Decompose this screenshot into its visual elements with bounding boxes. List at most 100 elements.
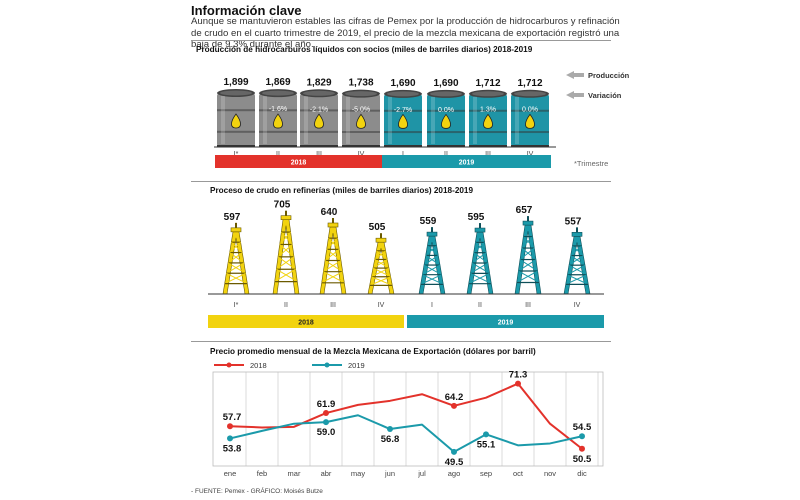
footer-source: - FUENTE: Pemex - GRÁFICO: Moisés Butze xyxy=(191,488,323,495)
quarter-label: I* xyxy=(234,302,239,309)
legend-label: 2019 xyxy=(348,361,365,370)
legend-label: Variación xyxy=(588,91,622,100)
refining-value-label: 597 xyxy=(224,212,241,223)
barrel-bar xyxy=(217,89,255,147)
refining-chart: 597 I* 705 II 640 III 505 IV 559 I 595 II 657 III 557 I… xyxy=(208,200,604,328)
barrel-bar xyxy=(427,89,465,147)
variation-label: -2.1% xyxy=(310,106,328,113)
refining-value-label: 640 xyxy=(321,207,338,218)
quarter-label: II xyxy=(284,302,288,309)
section-rule-1 xyxy=(191,181,611,182)
price-title: Precio promedio mensual de la Mezcla Mex… xyxy=(210,347,536,356)
quarter-label: III xyxy=(525,302,531,309)
price-value-label: 49.5 xyxy=(445,457,464,468)
month-label: sep xyxy=(480,469,492,478)
price-value-label: 53.8 xyxy=(223,443,242,454)
legend-label: Producción xyxy=(588,71,630,80)
quarter-label: III xyxy=(316,151,322,158)
production-value-label: 1,690 xyxy=(390,78,415,89)
year-label: 2018 xyxy=(298,320,314,327)
month-label: mar xyxy=(288,469,301,478)
derrick-bar xyxy=(319,218,347,295)
derrick-bar xyxy=(222,222,250,295)
quarter-label: IV xyxy=(527,151,534,158)
derrick-bar xyxy=(563,227,591,295)
data-point xyxy=(227,423,233,430)
derrick-bar xyxy=(418,227,446,295)
refining-value-label: 559 xyxy=(420,216,437,227)
price-value-label: 54.5 xyxy=(573,422,592,433)
production-value-label: 1,712 xyxy=(475,78,500,89)
barrel-bar xyxy=(342,89,380,147)
variation-label: 0.0% xyxy=(522,107,538,114)
refining-value-label: 557 xyxy=(565,216,582,227)
quarter-label: I* xyxy=(234,151,239,158)
quarter-label: II xyxy=(478,302,482,309)
price-value-label: 71.3 xyxy=(509,370,528,381)
refining-title: Proceso de crudo en refinerías (miles de… xyxy=(210,186,474,195)
legend-marker xyxy=(226,362,232,368)
section-rule-2 xyxy=(191,341,611,342)
month-label: nov xyxy=(544,469,556,478)
header-rule xyxy=(191,40,611,41)
page-title: Información clave xyxy=(191,3,302,18)
data-point xyxy=(515,380,521,387)
price-value-label: 57.7 xyxy=(223,412,242,423)
year-band xyxy=(407,315,604,328)
data-point xyxy=(579,433,585,440)
production-value-label: 1,738 xyxy=(348,78,373,89)
quarter-label: I xyxy=(402,151,404,158)
data-point xyxy=(451,448,457,455)
legend-arrow-icon xyxy=(566,91,584,99)
year-label: 2019 xyxy=(459,160,475,167)
month-label: jul xyxy=(417,469,426,478)
refining-value-label: 657 xyxy=(516,205,533,216)
variation-label: -2.7% xyxy=(394,107,412,114)
legend-arrow-icon xyxy=(566,71,584,79)
variation-label: -1.6% xyxy=(269,106,287,113)
month-label: jun xyxy=(384,469,395,478)
price-value-label: 64.2 xyxy=(445,392,464,403)
plot-frame xyxy=(212,371,604,467)
refining-value-label: 505 xyxy=(369,222,386,233)
production-value-label: 1,829 xyxy=(306,77,331,88)
production-value-label: 1,712 xyxy=(517,78,542,89)
data-point xyxy=(323,410,329,417)
series-line-2018 xyxy=(229,382,583,450)
quarter-note: *Trimestre xyxy=(574,159,608,168)
data-point xyxy=(451,402,457,409)
refining-value-label: 705 xyxy=(274,200,291,211)
price-value-label: 61.9 xyxy=(317,399,336,410)
price-value-label: 56.8 xyxy=(381,434,400,445)
quarter-label: IV xyxy=(378,302,385,309)
derrick-bar xyxy=(514,216,542,295)
month-label: dic xyxy=(577,469,587,478)
legend-label: 2018 xyxy=(250,361,267,370)
derrick-bar xyxy=(272,210,300,295)
variation-label: -5.0% xyxy=(352,107,370,114)
quarter-label: I xyxy=(431,302,433,309)
production-chart: 1,899I*1,869-1.6%II1,829-2.1%III1,738-5.… xyxy=(214,71,630,168)
quarter-label: II xyxy=(444,151,448,158)
quarter-label: IV xyxy=(358,151,365,158)
barrel-bar xyxy=(511,89,549,147)
variation-label: 1.3% xyxy=(480,107,496,114)
year-band xyxy=(382,155,551,168)
month-label: ene xyxy=(224,469,237,478)
year-label: 2019 xyxy=(498,320,514,327)
barrel-bar xyxy=(384,89,422,147)
quarter-label: III xyxy=(485,151,491,158)
barrel-bar xyxy=(300,89,338,147)
year-band xyxy=(208,315,404,328)
refining-value-label: 595 xyxy=(468,212,485,223)
legend-marker xyxy=(324,362,330,368)
derrick-bar xyxy=(367,233,395,295)
data-point xyxy=(579,445,585,452)
derrick-bar xyxy=(466,223,494,295)
month-label: abr xyxy=(321,469,332,478)
month-label: feb xyxy=(257,469,267,478)
quarter-label: II xyxy=(276,151,280,158)
price-value-label: 59.0 xyxy=(317,427,336,438)
production-value-label: 1,899 xyxy=(223,77,248,88)
data-point xyxy=(483,431,489,438)
